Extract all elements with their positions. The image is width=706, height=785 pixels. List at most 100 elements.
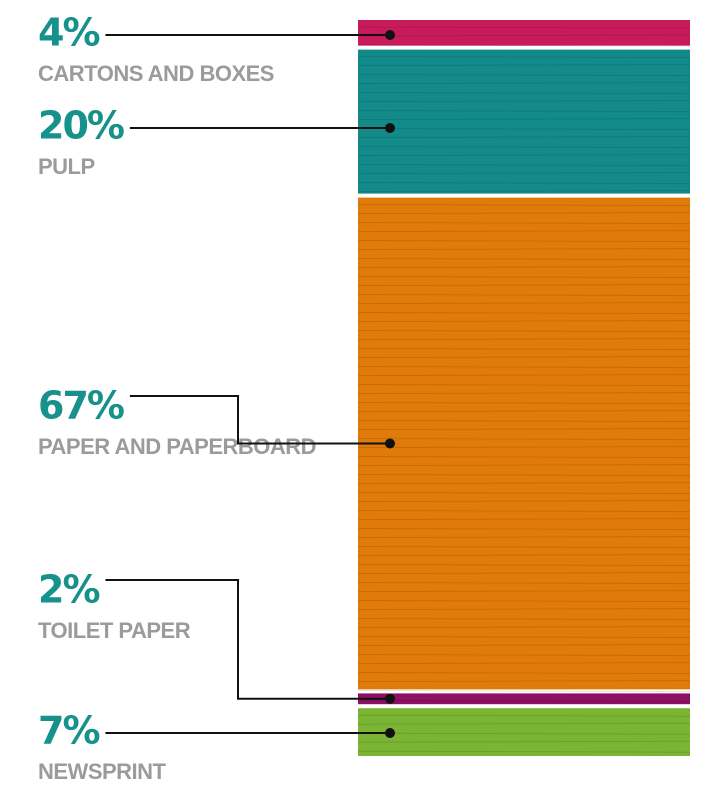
- sheet-edge: [357, 204, 691, 207]
- sheet-edge: [357, 492, 691, 495]
- sheet-edge: [357, 510, 691, 513]
- paper-layer: [358, 693, 690, 705]
- sheet-edge: [357, 172, 691, 175]
- sheet-edge: [357, 136, 691, 139]
- sheet-edge: [357, 240, 691, 243]
- sheet-edge: [357, 740, 691, 743]
- sheet-edge: [357, 699, 691, 702]
- value-label: 4%: [38, 11, 99, 55]
- sheet-edge: [357, 74, 691, 77]
- sheet-edge: [357, 600, 691, 603]
- leader-dot: [385, 438, 395, 449]
- sheet-edge: [357, 118, 691, 121]
- sheet-edge: [357, 92, 691, 95]
- sheet-edge: [357, 582, 691, 585]
- sheet-edge: [357, 100, 691, 103]
- sheet-edge: [357, 636, 691, 639]
- sheet-edge: [357, 546, 691, 549]
- sheet-edge: [357, 276, 691, 279]
- paper-layer: [358, 20, 690, 46]
- leader-dot: [385, 123, 395, 133]
- sheet-edge: [357, 564, 691, 567]
- sheet-edge: [357, 590, 691, 593]
- sheet-edge: [357, 690, 691, 693]
- sheet-edge: [357, 44, 691, 47]
- category-label: TOILET PAPER: [38, 618, 191, 643]
- paper-layer: [358, 708, 690, 756]
- sheet-edge: [357, 230, 691, 233]
- sheet-edge: [357, 428, 691, 431]
- sheet-edge: [357, 554, 691, 557]
- sheet-edge: [357, 626, 691, 629]
- sheet-edge: [357, 82, 691, 85]
- sheet-edge: [357, 320, 691, 323]
- sheet-edge: [357, 266, 691, 269]
- value-label: 2%: [38, 568, 99, 612]
- paper-layer: [358, 49, 690, 194]
- leader-line: [129, 395, 390, 445]
- sheet-edge: [357, 190, 691, 193]
- sheet-edge: [357, 750, 691, 753]
- sheet-edge: [357, 618, 691, 621]
- sheet-edge: [357, 348, 691, 351]
- sheet-edge: [357, 456, 691, 459]
- sheet-edge: [357, 518, 691, 521]
- leader-dot: [385, 728, 395, 738]
- sheet-edge: [357, 672, 691, 675]
- sheet-edge: [357, 528, 691, 531]
- sheet-edge: [357, 384, 691, 387]
- sheet-edge: [357, 128, 691, 131]
- sheet-edge: [357, 402, 691, 405]
- sheet-edge: [357, 420, 691, 423]
- value-label: 7%: [38, 709, 99, 753]
- sheet-edge: [357, 110, 691, 113]
- sheet-edge: [357, 608, 691, 611]
- sheet-edge: [357, 34, 691, 37]
- sheet-edge: [357, 356, 691, 359]
- sheet-edge: [357, 446, 691, 449]
- sheet-edge: [357, 222, 691, 225]
- sheet-edge: [357, 366, 691, 369]
- sheet-edge: [357, 154, 691, 157]
- sheet-edge: [357, 482, 691, 485]
- sheet-edge: [357, 464, 691, 467]
- paper-layer: [358, 197, 690, 690]
- sheet-edge: [357, 392, 691, 395]
- sheet-edge: [357, 164, 691, 167]
- leader-line: [105, 579, 390, 700]
- sheet-edge: [357, 258, 691, 261]
- value-label: 67%: [38, 384, 124, 428]
- category-label: PULP: [38, 154, 95, 179]
- sheet-edge: [357, 338, 691, 341]
- sheet-edge: [357, 410, 691, 413]
- sheet-edge: [357, 302, 691, 305]
- value-label: 20%: [38, 104, 124, 148]
- sheet-edge: [357, 146, 691, 149]
- leader-dot: [385, 693, 395, 704]
- sheet-edge: [357, 374, 691, 377]
- sheet-edge: [357, 312, 691, 315]
- sheet-edge: [357, 732, 691, 735]
- sheet-edge: [357, 64, 691, 67]
- sheet-edge: [357, 330, 691, 333]
- sheet-edge: [357, 212, 691, 215]
- category-label: CARTONS AND BOXES: [38, 61, 274, 86]
- sheet-edge: [357, 536, 691, 539]
- leader-dot: [385, 30, 395, 40]
- sheet-edge: [357, 644, 691, 647]
- sheet-edge: [357, 474, 691, 477]
- sheet-edge: [357, 56, 691, 59]
- sheet-edge: [357, 248, 691, 251]
- sheet-edge: [357, 714, 691, 717]
- sheet-edge: [357, 572, 691, 575]
- sheet-edge: [357, 722, 691, 725]
- sheet-edge: [357, 500, 691, 503]
- sheet-edge: [357, 438, 691, 441]
- category-label: PAPER AND PAPERBOARD: [38, 434, 316, 459]
- sheet-edge: [357, 26, 691, 29]
- sheet-edge: [357, 680, 691, 683]
- sheet-edge: [357, 662, 691, 665]
- sheet-edge: [357, 284, 691, 287]
- sheet-edge: [357, 182, 691, 185]
